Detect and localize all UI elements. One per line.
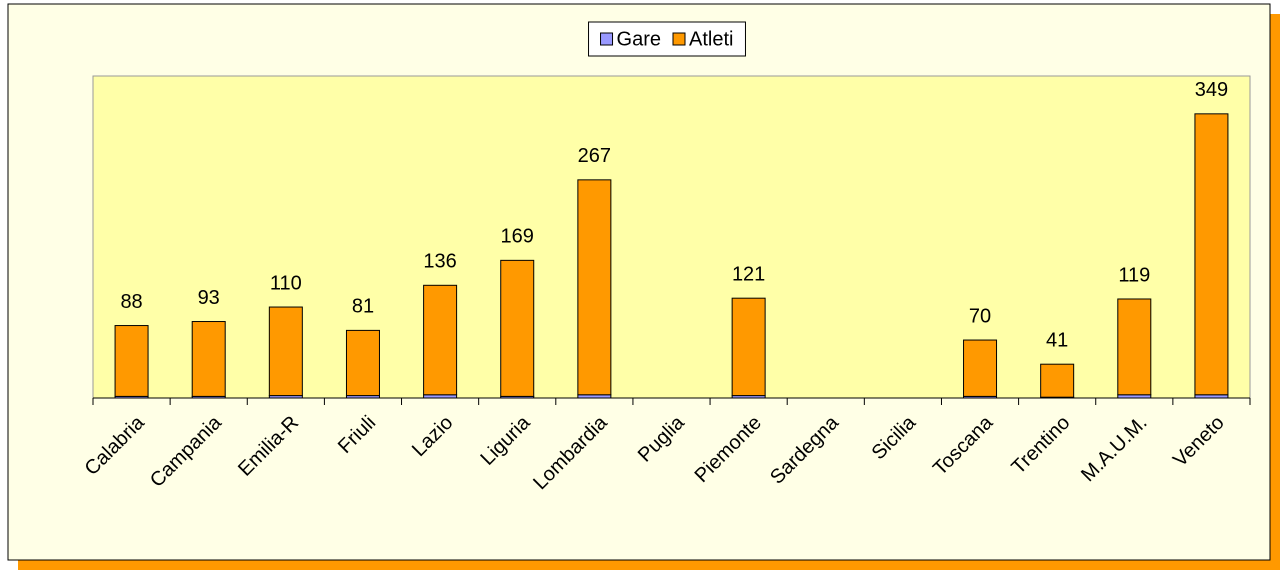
data-label: 81 [352, 296, 374, 318]
data-label: 136 [423, 251, 456, 273]
bar-segment [1040, 363, 1075, 398]
data-label: 169 [501, 226, 534, 248]
bar-segment [963, 339, 998, 397]
data-label: 88 [120, 291, 142, 313]
legend-box [588, 21, 746, 57]
data-label: 41 [1046, 329, 1068, 351]
bar-segment [423, 284, 458, 396]
bar-segment [731, 297, 766, 397]
data-label: 110 [270, 272, 302, 294]
bar-segment [114, 325, 149, 397]
bar-segment [577, 179, 612, 396]
legend-label: Atleti [689, 28, 733, 50]
legend-swatch [600, 32, 614, 46]
legend-swatch [672, 32, 686, 46]
bar-segment [345, 329, 380, 397]
bar-segment [191, 321, 226, 397]
data-label: 267 [578, 145, 611, 167]
legend-label: Gare [617, 28, 661, 50]
data-label: 119 [1118, 264, 1150, 286]
data-label: 93 [198, 287, 220, 309]
plot-area [92, 75, 1251, 399]
bar-segment [268, 306, 303, 397]
bar-segment [500, 259, 535, 397]
data-label: 349 [1195, 79, 1228, 101]
bar-segment [1194, 113, 1229, 396]
bar-segment [1117, 298, 1152, 396]
legend: Gare Atleti [588, 21, 746, 57]
data-label: 70 [969, 305, 991, 327]
data-label: 121 [732, 263, 765, 285]
